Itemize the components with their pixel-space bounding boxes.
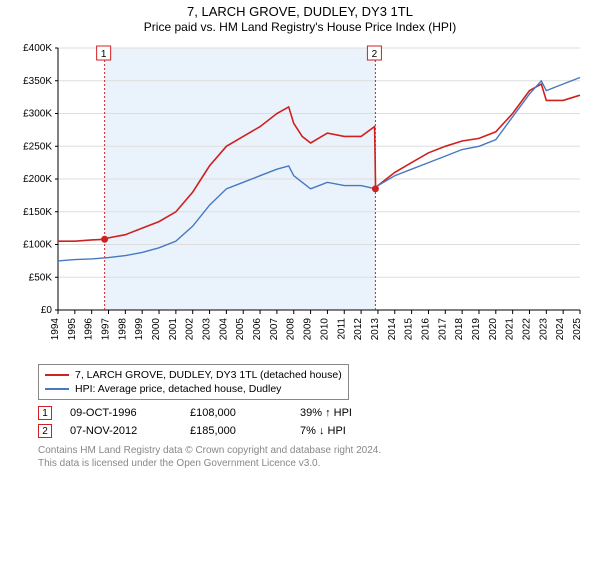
- svg-text:£100K: £100K: [23, 240, 52, 251]
- svg-text:2000: 2000: [151, 318, 162, 341]
- svg-text:1996: 1996: [84, 318, 95, 341]
- marker-date: 09-OCT-1996: [70, 407, 190, 419]
- marker-date: 07-NOV-2012: [70, 425, 190, 437]
- svg-text:2019: 2019: [471, 318, 482, 341]
- svg-text:1998: 1998: [117, 318, 128, 341]
- svg-text:2007: 2007: [269, 318, 280, 341]
- svg-text:2021: 2021: [505, 318, 516, 341]
- page-title: 7, LARCH GROVE, DUDLEY, DY3 1TL: [0, 4, 600, 19]
- svg-text:2011: 2011: [336, 318, 347, 340]
- legend-label: 7, LARCH GROVE, DUDLEY, DY3 1TL (detache…: [75, 368, 342, 382]
- marker-hpi: 39% ↑ HPI: [300, 407, 400, 419]
- svg-text:1: 1: [101, 49, 107, 60]
- svg-text:1997: 1997: [101, 318, 112, 341]
- svg-text:2010: 2010: [319, 318, 330, 341]
- legend-item: 7, LARCH GROVE, DUDLEY, DY3 1TL (detache…: [45, 368, 342, 382]
- marker-row: 1 09-OCT-1996 £108,000 39% ↑ HPI: [38, 406, 600, 420]
- legend-swatch: [45, 388, 69, 390]
- svg-text:£350K: £350K: [23, 76, 52, 87]
- page-subtitle: Price paid vs. HM Land Registry's House …: [0, 20, 600, 34]
- svg-text:2022: 2022: [521, 318, 532, 341]
- svg-text:1995: 1995: [67, 318, 78, 341]
- svg-text:2009: 2009: [303, 318, 314, 341]
- svg-text:£400K: £400K: [23, 43, 52, 54]
- footer: Contains HM Land Registry data © Crown c…: [38, 444, 600, 470]
- svg-text:2013: 2013: [370, 318, 381, 341]
- svg-text:1999: 1999: [134, 318, 145, 341]
- marker-table: 1 09-OCT-1996 £108,000 39% ↑ HPI 2 07-NO…: [38, 406, 600, 438]
- svg-text:2015: 2015: [404, 318, 415, 341]
- svg-text:2018: 2018: [454, 318, 465, 341]
- svg-text:2005: 2005: [235, 318, 246, 341]
- svg-text:2003: 2003: [202, 318, 213, 341]
- svg-text:2012: 2012: [353, 318, 364, 341]
- svg-text:2017: 2017: [437, 318, 448, 341]
- legend-item: HPI: Average price, detached house, Dudl…: [45, 382, 342, 396]
- svg-text:£300K: £300K: [23, 109, 52, 120]
- svg-text:£250K: £250K: [23, 141, 52, 152]
- footer-line: Contains HM Land Registry data © Crown c…: [38, 444, 600, 457]
- marker-badge: 2: [38, 424, 52, 438]
- svg-text:£150K: £150K: [23, 207, 52, 218]
- svg-text:2004: 2004: [218, 318, 229, 341]
- marker-price: £185,000: [190, 425, 300, 437]
- svg-text:2014: 2014: [387, 318, 398, 341]
- svg-text:2025: 2025: [572, 318, 583, 341]
- svg-text:1994: 1994: [50, 318, 61, 341]
- svg-text:2016: 2016: [420, 318, 431, 341]
- svg-text:£200K: £200K: [23, 174, 52, 185]
- svg-text:£0: £0: [41, 305, 53, 316]
- svg-text:2001: 2001: [168, 318, 179, 341]
- svg-text:2: 2: [372, 49, 378, 60]
- svg-text:2002: 2002: [185, 318, 196, 341]
- legend-label: HPI: Average price, detached house, Dudl…: [75, 382, 281, 396]
- svg-text:2020: 2020: [488, 318, 499, 341]
- svg-text:2008: 2008: [286, 318, 297, 341]
- marker-badge: 1: [38, 406, 52, 420]
- svg-text:2006: 2006: [252, 318, 263, 341]
- svg-text:2023: 2023: [538, 318, 549, 341]
- marker-hpi: 7% ↓ HPI: [300, 425, 400, 437]
- marker-row: 2 07-NOV-2012 £185,000 7% ↓ HPI: [38, 424, 600, 438]
- chart-container: £0 £50K £100K £150K £200K £250K £300K £350K £400…: [10, 38, 590, 358]
- footer-line: This data is licensed under the Open Gov…: [38, 457, 600, 470]
- marker-price: £108,000: [190, 407, 300, 419]
- svg-text:£50K: £50K: [29, 272, 53, 283]
- legend-swatch: [45, 374, 69, 376]
- legend: 7, LARCH GROVE, DUDLEY, DY3 1TL (detache…: [38, 364, 349, 400]
- line-chart: £0 £50K £100K £150K £200K £250K £300K £350K £400…: [10, 38, 590, 358]
- svg-text:2024: 2024: [555, 318, 566, 341]
